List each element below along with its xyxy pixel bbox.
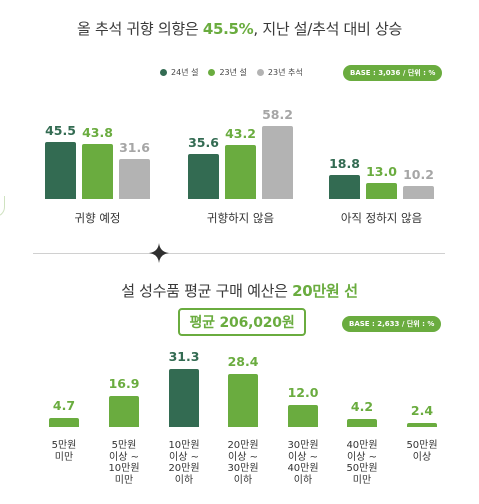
- average-budget-label: 평균 206,020원: [189, 315, 295, 331]
- bar-value-label: 31.3: [168, 349, 200, 364]
- bar-value-label: 28.4: [227, 354, 259, 370]
- bar-value-label: 4.7: [52, 398, 76, 414]
- category-label: 5만원 미만: [51, 440, 77, 463]
- bottom-base-badge: BASE : 2,633 / 단위 : %: [342, 316, 442, 332]
- chart-bar: [228, 374, 258, 427]
- chart-bar: [288, 404, 318, 427]
- top-headline-accent: 45.5%: [202, 20, 254, 38]
- chart-bar: [119, 159, 150, 199]
- chart-bar: [109, 395, 139, 427]
- bar-value-label: 43.8: [82, 125, 113, 141]
- chart-bar: [188, 154, 219, 199]
- legend-item-23-seol: 23년 설: [208, 67, 247, 78]
- bar-value-label: 45.5: [45, 123, 76, 138]
- legend-dot-icon: [208, 69, 216, 76]
- legend-dot-icon: [256, 69, 264, 76]
- bottom-headline-accent: 20만원 선: [292, 282, 358, 300]
- bar-value-label: 13.0: [366, 163, 397, 179]
- category-label: 50만원 이상: [406, 440, 438, 463]
- chart-bar: [49, 418, 79, 427]
- homecoming-chart: 45.5 35.6 18.8 43.8 43.2 13.0 31.6 58.2 10.2 귀향 예…: [0, 0, 479, 235]
- bar-value-label: 58.2: [262, 107, 293, 123]
- chart-bar: [169, 369, 199, 427]
- legend: 24년 설 23년 설 23년 추석: [160, 67, 303, 78]
- top-headline: 올 추석 귀향 의향은 45.5%, 지난 설/추석 대비 상승: [0, 18, 479, 39]
- chart-bar: [347, 419, 377, 427]
- average-budget-box: 평균 206,020원: [178, 308, 306, 336]
- top-base-badge: BASE : 3,036 / 단위 : %: [343, 65, 443, 81]
- chart-bar: [45, 142, 76, 199]
- bar-value-label: 18.8: [329, 156, 360, 172]
- bar-value-label: 35.6: [188, 135, 219, 151]
- bottom-headline-pre: 설 성수품 평균 구매 예산은: [121, 282, 293, 300]
- category-label: 5만원 이상 ~ 10만원 미만: [108, 440, 140, 486]
- chart-bar: [82, 144, 113, 199]
- bar-value-label: 16.9: [108, 375, 140, 391]
- legend-label: 23년 설: [219, 68, 247, 77]
- bar-value-label: 10.2: [403, 167, 434, 183]
- chart-bar: [403, 186, 434, 199]
- chart-bar: [225, 144, 256, 199]
- legend-item-24-seol: 24년 설: [160, 67, 198, 78]
- top-headline-post: , 지난 설/추석 대비 상승: [253, 20, 403, 38]
- category-label: 아직 정하지 않음: [340, 211, 423, 225]
- legend-item-23-chuseok: 23년 추석: [256, 67, 303, 78]
- legend-dot-icon: [160, 69, 167, 76]
- bottom-headline: 설 성수품 평균 구매 예산은 20만원 선: [0, 280, 479, 301]
- chart-bar: [329, 175, 360, 199]
- bar-value-label: 43.2: [225, 125, 256, 141]
- bar-value-label: 12.0: [287, 384, 319, 400]
- legend-label: 24년 설: [171, 68, 199, 77]
- sparkle-icon: [149, 243, 169, 263]
- bar-value-label: 4.2: [350, 399, 374, 415]
- section-divider: [33, 253, 445, 254]
- top-headline-pre: 올 추석 귀향 의향은: [76, 20, 203, 38]
- chart-bar: [262, 126, 293, 199]
- bar-value-label: 31.6: [119, 140, 150, 156]
- category-label: 귀향하지 않음: [206, 211, 275, 225]
- category-label: 40만원 이상 ~ 50만원 미만: [346, 440, 378, 486]
- category-label: 30만원 이상 ~ 40만원 이하: [287, 440, 319, 486]
- category-label: 귀향 예정: [74, 211, 121, 225]
- category-label: 10만원 이상 ~ 20만원 이하: [168, 440, 200, 486]
- legend-label: 23년 추석: [267, 68, 303, 77]
- category-label: 20만원 이상 ~ 30만원 이하: [227, 440, 259, 486]
- chart-bar: [366, 182, 397, 199]
- bar-value-label: 2.4: [410, 402, 434, 418]
- chart-bar: [407, 422, 437, 427]
